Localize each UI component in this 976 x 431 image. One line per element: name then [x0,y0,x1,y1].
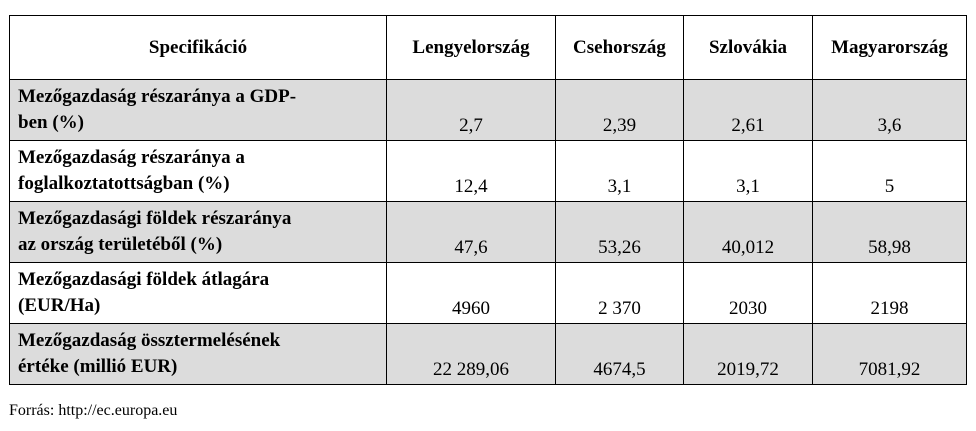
header-specification: Specifikáció [9,15,387,80]
row-label-line: ben (%) [18,112,84,133]
cell-czech-republic: 4674,5 [555,323,684,385]
cell-czech-republic: 53,26 [555,201,684,263]
cell-poland: 12,4 [386,140,556,202]
cell-poland: 2,7 [386,79,556,141]
cell-poland: 22 289,06 [386,323,556,385]
table-row: Mezőgazdasági földek részaránya az ország… [9,201,967,263]
header-czech-republic: Csehország [555,15,684,80]
source-note: Forrás: http://ec.europa.eu [9,402,178,419]
cell-hungary: 5 [812,140,967,202]
row-label: Mezőgazdasági földek átlagára (EUR/Ha) [9,262,387,324]
cell-poland: 4960 [386,262,556,324]
row-label-line: foglalkoztatottságban (%) [18,173,230,194]
cell-czech-republic: 2,39 [555,79,684,141]
cell-hungary: 7081,92 [812,323,967,385]
table-row: Mezőgazdaság össztermelésének értéke (mil… [9,323,967,385]
row-label-line: Mezőgazdasági földek részaránya [18,208,292,229]
table-row: Mezőgazdaság részaránya a foglalkoztatott… [9,140,967,202]
table-header-row: Specifikáció Lengyelország Csehország Sz… [9,15,967,80]
row-label-line: Mezőgazdaság össztermelésének [18,330,281,351]
cell-slovakia: 2019,72 [683,323,813,385]
row-label-line: az ország területéből (%) [18,234,223,255]
row-label: Mezőgazdaság részaránya a foglalkoztatott… [9,140,387,202]
table-row: Mezőgazdasági földek átlagára (EUR/Ha) 49… [9,262,967,324]
cell-hungary: 2198 [812,262,967,324]
row-label: Mezőgazdaság részaránya a GDP-ben (%) [9,79,387,141]
header-poland: Lengyelország [386,15,556,80]
cell-czech-republic: 3,1 [555,140,684,202]
cell-slovakia: 3,1 [683,140,813,202]
cell-slovakia: 40,012 [683,201,813,263]
statistics-table: Specifikáció Lengyelország Csehország Sz… [9,15,967,385]
cell-hungary: 3,6 [812,79,967,141]
cell-slovakia: 2,61 [683,79,813,141]
row-label-line: (EUR/Ha) [18,295,101,316]
row-label: Mezőgazdasági földek részaránya az ország… [9,201,387,263]
cell-poland: 47,6 [386,201,556,263]
cell-hungary: 58,98 [812,201,967,263]
row-label-line: értéke (millió EUR) [18,356,178,377]
cell-slovakia: 2030 [683,262,813,324]
header-hungary: Magyarország [812,15,967,80]
row-label-line: Mezőgazdasági földek átlagára [18,269,270,290]
cell-czech-republic: 2 370 [555,262,684,324]
header-slovakia: Szlovákia [683,15,813,80]
row-label: Mezőgazdaság össztermelésének értéke (mil… [9,323,387,385]
table-row: Mezőgazdaság részaránya a GDP-ben (%) 2,… [9,79,967,141]
row-label-line: Mezőgazdaság részaránya a [18,147,245,168]
row-label-line: Mezőgazdaság részaránya a GDP- [18,86,297,107]
